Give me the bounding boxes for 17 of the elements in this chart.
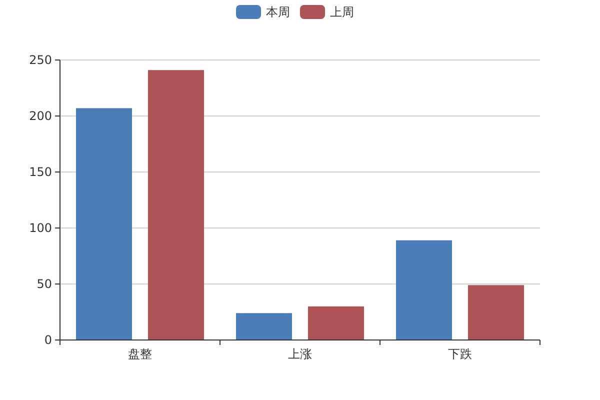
y-tick-label: 200: [29, 109, 52, 124]
legend-label: 上周: [330, 5, 354, 20]
bar: [148, 70, 204, 340]
bar: [396, 240, 452, 340]
y-tick-label: 0: [44, 333, 52, 348]
bar: [468, 285, 524, 340]
x-tick-label: 上涨: [288, 347, 312, 361]
y-tick-label: 250: [29, 53, 52, 68]
bar: [236, 313, 292, 340]
x-tick-label: 盘整: [128, 347, 152, 361]
bar: [76, 108, 132, 340]
y-tick-label: 150: [29, 165, 52, 180]
legend-label: 本周: [266, 5, 290, 20]
y-tick-label: 50: [36, 277, 52, 292]
bar: [308, 306, 364, 340]
x-tick-label: 下跌: [448, 347, 472, 361]
y-tick-label: 100: [29, 221, 52, 236]
